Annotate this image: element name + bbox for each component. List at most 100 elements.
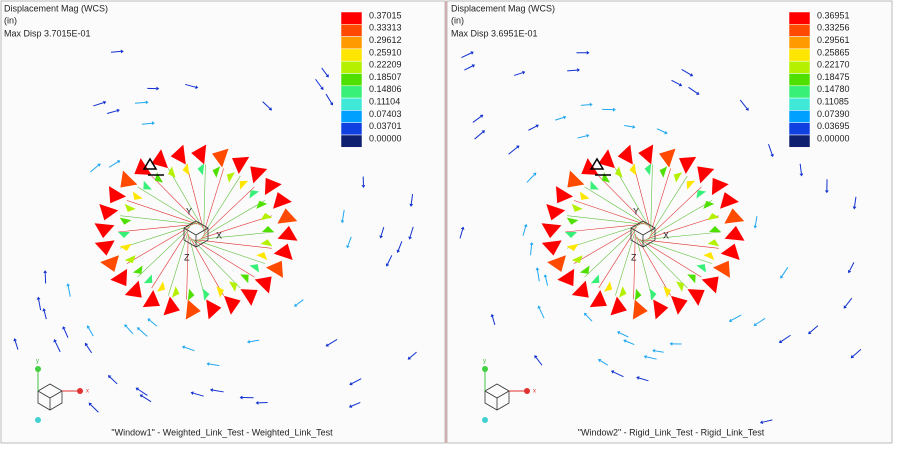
vector-arrow [646,356,657,360]
legend-value: 0.14780 [817,84,850,94]
axis-x-dot [77,388,83,394]
spoke [201,200,266,238]
vector-glyph [707,239,720,247]
vector-head [116,108,120,113]
vector-head [460,226,465,230]
spoke [193,239,255,278]
vector-arrow [755,317,766,325]
vector-glyph [262,226,274,232]
spoke [584,228,637,278]
spoke [648,200,713,238]
vector-head [329,102,334,106]
vector-glyph [696,190,707,199]
spoke [151,229,189,289]
spoke [643,239,719,249]
vector-head [850,354,855,359]
vector-glyph [703,200,715,209]
vector-glyph [679,156,697,174]
vector-glyph [187,288,195,301]
vector-arrow [577,135,587,139]
vector-arrow [86,344,93,354]
vector-glyph [565,232,577,238]
vector-head [325,74,329,78]
vector-arrow [14,340,19,350]
spoke [584,186,646,225]
vector-glyph [547,255,566,272]
spoke [168,168,203,227]
vector-head [107,375,112,379]
vector-arrow [141,122,153,125]
vector-glyph [108,186,127,204]
legend-value: 0.36951 [817,10,850,20]
viewport-2[interactable] [446,0,893,444]
vector-glyph [110,268,128,287]
spoke [117,224,194,233]
vector-glyph [697,166,715,184]
vector-glyph [256,252,268,261]
vector-glyph [649,288,657,301]
spoke [195,239,266,264]
spoke [647,215,719,239]
vector-glyph [571,280,589,298]
vector-glyph [143,274,153,284]
vector-glyph [604,281,613,292]
vector-glyph [707,213,720,221]
vector-arrow [90,404,99,413]
vector-arrow [410,194,414,205]
vector-arrow [138,328,148,337]
vector-glyph [212,148,229,168]
vector-head [293,303,298,307]
spoke [126,226,191,264]
vector-glyph [555,186,574,204]
vector-arrow [184,346,195,352]
vector-head [409,203,414,207]
vector-head [255,400,259,405]
viewport-1[interactable] [0,0,446,444]
vector-glyph [264,177,282,196]
legend-band [788,24,811,37]
vector-glyph [124,255,136,264]
spoke [186,233,189,300]
vector-head [190,391,194,396]
vector-glyph [143,180,152,190]
vector-head [43,270,48,274]
vector-arrow [762,419,773,423]
spoke [598,175,648,226]
vector-glyph [687,289,705,306]
axis-label: x [533,389,536,395]
vector-head [325,343,329,347]
vector-head [139,394,144,398]
legend-band [788,73,811,87]
vector-arrow [809,325,819,333]
vector-head [689,73,694,77]
vector-glyph [687,274,696,284]
constraint-icon [142,157,164,176]
vector-glyph [226,172,235,183]
vector-head [753,322,757,326]
vector-arrow [295,299,304,306]
vector-arrow [526,174,535,183]
vector-arrow [768,144,773,155]
vector-head [66,283,71,287]
spoke [203,168,224,233]
vector-arrow [141,395,152,403]
vector-glyph [581,158,599,175]
vector-glyph [618,286,627,298]
legend-band [340,85,363,99]
legend-value: 0.37015 [369,10,402,20]
vector-head [778,339,783,344]
vector-glyph [720,243,740,261]
vector-glyph [132,191,143,200]
vector-glyph [653,299,669,320]
vector-head [616,331,621,335]
vector-head [340,220,345,224]
spoke [198,231,275,240]
vector-glyph [617,144,633,165]
axis-label: y [483,359,486,365]
vector-glyph [202,288,210,301]
spoke [573,226,638,264]
vector-arrow [567,69,578,72]
spoke [188,235,206,300]
spoke [168,231,189,296]
legend-band [340,110,363,123]
